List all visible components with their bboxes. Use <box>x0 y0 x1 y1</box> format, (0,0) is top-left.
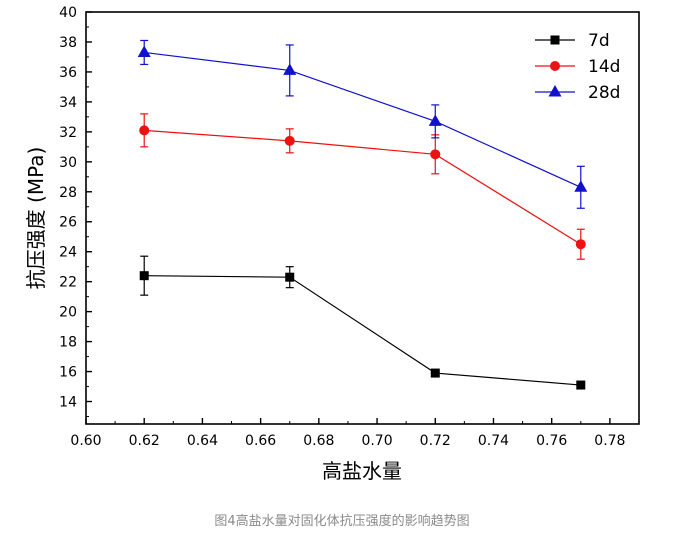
y-tick-label: 40 <box>59 5 77 21</box>
data-point <box>548 85 562 97</box>
y-tick-label: 28 <box>59 185 77 201</box>
data-point <box>285 272 295 282</box>
y-tick-label: 26 <box>59 215 77 231</box>
y-tick-label: 16 <box>59 365 77 381</box>
legend-label: 14d <box>588 57 620 77</box>
data-point <box>284 135 295 146</box>
y-tick-label: 30 <box>59 155 77 171</box>
x-axis: 0.60 0.62 0.64 0.66 0.68 0.70 0.72 0.74 0.76 0.78 <box>70 418 625 449</box>
series-14d <box>139 113 586 260</box>
x-tick-label: 0.68 <box>303 433 334 449</box>
series-layer <box>137 39 588 390</box>
y-tick-label: 24 <box>59 245 77 261</box>
series-line <box>144 129 582 245</box>
x-tick-label: 0.70 <box>361 433 392 449</box>
data-point <box>139 125 150 136</box>
data-point <box>430 368 440 378</box>
data-point <box>137 45 151 57</box>
series-7d <box>139 255 586 390</box>
chart-canvas: 0.60 0.62 0.64 0.66 0.68 0.70 0.72 0.74 0.76 0.78… <box>24 5 640 483</box>
legend-label: 28d <box>588 83 620 103</box>
data-point <box>575 239 586 250</box>
x-tick-label: 0.76 <box>536 433 567 449</box>
data-point <box>576 380 586 390</box>
figure-caption: 图4高盐水量对固化体抗压强度的影响趋势图 <box>214 514 470 529</box>
data-point <box>550 61 560 71</box>
x-axis-label: 高盐水量 <box>322 459 402 483</box>
x-tick-label: 0.64 <box>187 433 218 449</box>
y-tick-label: 18 <box>59 335 77 351</box>
series-line <box>144 51 582 188</box>
legend-label: 7d <box>588 31 610 51</box>
x-tick-label: 0.74 <box>478 433 509 449</box>
y-axis-label: 抗压强度 (MPa) <box>24 147 48 290</box>
y-tick-label: 20 <box>59 305 77 321</box>
y-tick-label: 14 <box>59 395 77 411</box>
x-tick-label: 0.66 <box>245 433 276 449</box>
legend: 7d 14d 28d <box>535 31 620 103</box>
data-point <box>430 149 441 160</box>
y-tick-label: 38 <box>59 35 77 51</box>
data-point <box>428 114 442 126</box>
y-axis: 14 16 18 20 22 24 26 28 30 32 34 36 38 40 <box>59 5 92 418</box>
x-tick-label: 0.60 <box>70 433 101 449</box>
series-28d <box>137 39 588 209</box>
data-point <box>139 271 149 281</box>
series-line <box>144 275 581 386</box>
y-tick-label: 36 <box>59 65 77 81</box>
y-tick-label: 32 <box>59 125 77 141</box>
x-tick-label: 0.62 <box>129 433 160 449</box>
data-point <box>574 180 588 192</box>
x-tick-label: 0.72 <box>420 433 451 449</box>
data-point <box>550 35 560 45</box>
data-point <box>283 63 297 75</box>
y-tick-label: 34 <box>59 95 77 111</box>
x-tick-label: 0.78 <box>594 433 625 449</box>
plot-area-frame <box>85 11 640 425</box>
y-tick-label: 22 <box>59 275 77 291</box>
